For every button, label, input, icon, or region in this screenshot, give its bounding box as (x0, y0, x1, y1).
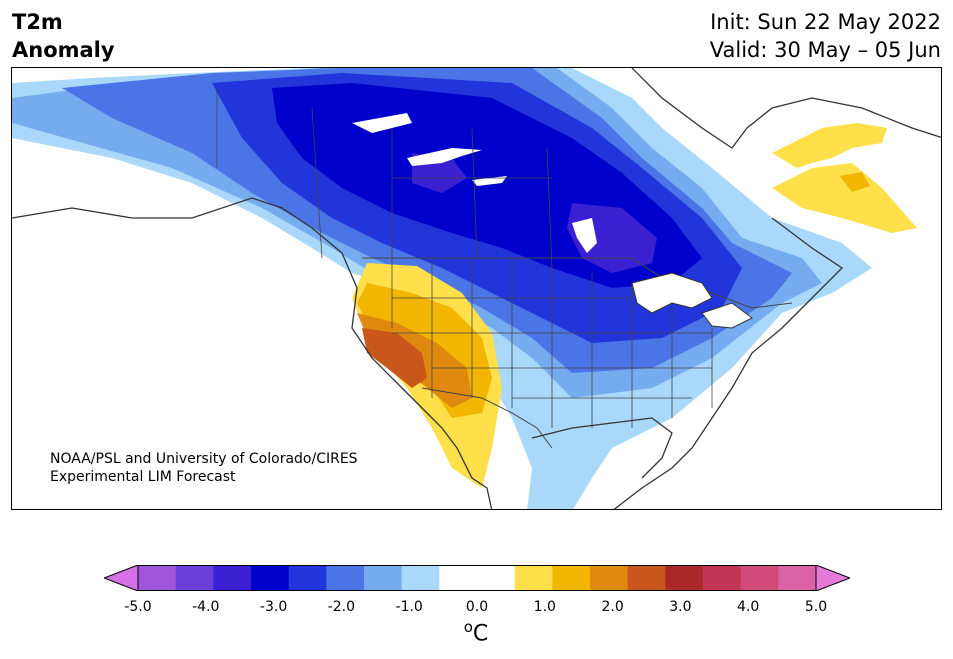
coastline-east (613, 68, 941, 509)
credit-line-2: Experimental LIM Forecast (50, 469, 236, 485)
colorbar-segment (778, 565, 817, 591)
colorbar-tick-label: 1.0 (533, 599, 556, 615)
anomaly-map: NOAA/PSL and University of Colorado/CIRE… (11, 67, 942, 510)
colorbar-segment (175, 565, 214, 591)
unit-letter: C (472, 621, 489, 647)
forecast-dates: Init: Sun 22 May 2022 Valid: 30 May – 05… (710, 8, 941, 64)
colorbar-segment (288, 565, 327, 591)
colorbar-over-arrow (815, 564, 852, 592)
colorbar-segment (213, 565, 252, 591)
colorbar-segment (590, 565, 629, 591)
colorbar (102, 564, 852, 592)
colorbar-segment (364, 565, 403, 591)
colorbar-tick-label: -2.0 (327, 599, 356, 615)
colorbar-segment (665, 565, 704, 591)
colorbar-segment (703, 565, 742, 591)
colorbar-under-arrow (102, 564, 139, 592)
colorbar-tick-label: -5.0 (124, 599, 152, 615)
state-lines (391, 258, 713, 428)
province-lines (216, 88, 553, 269)
lake-shape-1 (352, 113, 412, 133)
colorbar-tick-label: 0.0 (465, 599, 489, 615)
colorbar-tick-label: -4.0 (192, 599, 220, 615)
unit-label: oC (464, 618, 489, 646)
anomaly-region-plus2-5 (362, 328, 427, 388)
anomaly-region-plus1-labrador (772, 163, 917, 233)
colorbar-tick-label: 3.0 (669, 599, 692, 615)
colorbar-tick-label: 2.0 (601, 599, 624, 615)
map-title: T2m Anomaly (12, 8, 115, 64)
colorbar-segment (251, 565, 290, 591)
valid-range: Valid: 30 May – 05 Jun (709, 38, 941, 62)
border-us-mexico (421, 387, 553, 449)
credit-text: NOAA/PSL and University of Colorado/CIRE… (50, 450, 358, 486)
unit-degree: o (463, 618, 473, 636)
colorbar-outline (137, 565, 817, 591)
anomaly-region-plus1-east (772, 123, 887, 168)
colorbar-segment (477, 565, 516, 591)
colorbar-tick-label: 5.0 (804, 599, 828, 615)
credit-line-1: NOAA/PSL and University of Colorado/CIRE… (50, 451, 358, 467)
colorbar-tick-label: -1.0 (395, 599, 423, 615)
init-date: Init: Sun 22 May 2022 (710, 10, 941, 34)
lake-shape-3 (472, 176, 507, 186)
colorbar-segment (138, 565, 177, 591)
colorbar-segment (627, 565, 666, 591)
coastline-gulf (531, 417, 673, 479)
colorbar-svg (102, 564, 852, 592)
colorbar-segment (514, 565, 553, 591)
colorbar-segment (740, 565, 779, 591)
coastline-west (12, 197, 493, 509)
colorbar-tick-label: -3.0 (259, 599, 288, 615)
lake-shape-2 (407, 148, 482, 166)
colorbar-segment (401, 565, 440, 591)
colorbar-tick-label: 4.0 (737, 599, 760, 615)
map-canvas (12, 68, 941, 509)
title-type: Anomaly (12, 38, 115, 62)
title-variable: T2m (12, 10, 63, 34)
anomaly-region-plus1-5-east (840, 172, 870, 192)
great-lakes (631, 272, 753, 329)
colorbar-segment (326, 565, 365, 591)
colorbar-segment (552, 565, 591, 591)
colorbar-segment (439, 565, 478, 591)
lake-shape-4 (572, 218, 597, 253)
